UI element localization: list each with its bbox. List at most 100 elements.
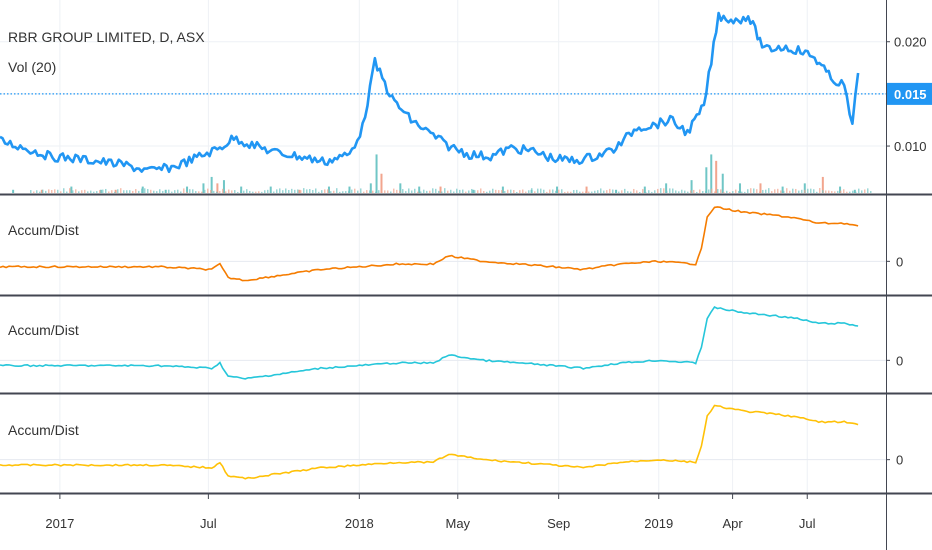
- volume-bar: [96, 191, 98, 193]
- volume-bar: [399, 190, 401, 193]
- volume-bar: [708, 189, 710, 193]
- volume-bar: [643, 186, 646, 193]
- volume-bar: [768, 188, 770, 193]
- volume-bar: [804, 189, 806, 193]
- volume-bar: [459, 189, 461, 193]
- volume-bar: [552, 189, 554, 193]
- volume-bar: [477, 190, 479, 193]
- volume-bar: [870, 191, 872, 193]
- volume-bar: [642, 189, 644, 193]
- volume-bar: [264, 190, 266, 193]
- volume-bar: [81, 190, 83, 193]
- volume-bar: [57, 189, 59, 193]
- volume-bar: [615, 190, 617, 193]
- volume-bar: [321, 190, 323, 193]
- volume-bar: [585, 191, 587, 193]
- volume-bar: [681, 189, 683, 193]
- volume-bar: [213, 190, 215, 193]
- volume-bar: [774, 189, 776, 193]
- volume-bar: [40, 189, 43, 193]
- volume-bar: [839, 186, 842, 193]
- volume-bar: [339, 191, 341, 193]
- volume-bar: [516, 191, 518, 193]
- volume-bar: [627, 191, 629, 193]
- volume-bar: [439, 186, 442, 193]
- volume-bar: [186, 191, 188, 193]
- volume-bar: [354, 188, 356, 193]
- volume-bar: [240, 190, 242, 193]
- volume-bar: [696, 191, 698, 193]
- volume-bar: [111, 190, 113, 193]
- volume-bar: [195, 191, 197, 193]
- volume-bar: [710, 154, 713, 193]
- volume-bar: [171, 191, 173, 193]
- volume-bar: [327, 189, 329, 193]
- volume-bar: [834, 191, 836, 193]
- volume-bar: [210, 190, 212, 193]
- volume-bar: [423, 189, 425, 193]
- x-axis: 2017 Jul 2018 May Sep 2019 Apr Jul: [45, 494, 816, 531]
- accum-dist-label-1: Accum/Dist: [8, 222, 79, 238]
- volume-bar: [399, 183, 402, 193]
- volume-bar: [861, 190, 863, 193]
- volume-bar: [69, 188, 71, 193]
- volume-bar: [714, 191, 716, 193]
- volume-bar: [852, 190, 854, 193]
- volume-bar: [618, 191, 620, 193]
- volume-bar: [465, 191, 467, 193]
- volume-bar: [765, 189, 767, 193]
- volume-bar: [336, 188, 338, 193]
- x-tick-label: Apr: [722, 516, 743, 531]
- volume-bar: [48, 189, 50, 193]
- volume-bar: [279, 188, 281, 193]
- volume-bar: [291, 188, 293, 193]
- volume-bar: [726, 190, 728, 193]
- volume-bar: [660, 188, 662, 193]
- volume-bar: [630, 191, 632, 193]
- volume-bar: [372, 190, 374, 193]
- volume-bar: [330, 191, 332, 193]
- volume-bar: [525, 191, 527, 193]
- volume-bar: [342, 191, 344, 193]
- volume-bar: [129, 190, 131, 193]
- volume-bar: [705, 191, 707, 193]
- volume-bar: [369, 190, 371, 193]
- volume-bar: [174, 190, 176, 193]
- volume-bar: [807, 188, 809, 193]
- volume-bar: [387, 190, 389, 193]
- volume-bar: [348, 190, 350, 193]
- volume-bar: [690, 180, 693, 193]
- accum-dist-series: [0, 206, 859, 480]
- volume-bar: [252, 191, 254, 193]
- volume-bar: [612, 189, 614, 193]
- volume-bar: [846, 191, 848, 193]
- volume-bar: [624, 188, 626, 193]
- volume-bar: [312, 189, 314, 193]
- volume-bar: [588, 191, 590, 193]
- volume-bar: [165, 191, 167, 193]
- volume-bar: [183, 188, 185, 193]
- volume-bar: [180, 191, 182, 193]
- volume-bar: [558, 189, 560, 193]
- volume-bar: [309, 188, 311, 193]
- volume-bar: [606, 190, 608, 193]
- volume-bar: [510, 189, 512, 193]
- volume-bar: [30, 190, 32, 193]
- volume-bar: [75, 189, 77, 193]
- volume-bar: [438, 190, 440, 193]
- volume-bar: [450, 189, 452, 193]
- volume-bar: [201, 191, 203, 193]
- volume-bar: [141, 188, 143, 193]
- volume-bar: [33, 191, 35, 193]
- volume-bar: [380, 173, 383, 193]
- volume-bar: [744, 191, 746, 193]
- volume-bar: [378, 190, 380, 193]
- volume-bar: [234, 190, 236, 193]
- volume-bar: [269, 186, 272, 193]
- volume-bar: [270, 189, 272, 193]
- accum-dist-line-3: [0, 404, 859, 480]
- volume-bar: [576, 189, 578, 193]
- volume-bar: [528, 190, 530, 193]
- volume-bar: [243, 190, 245, 193]
- volume-bar: [411, 190, 413, 193]
